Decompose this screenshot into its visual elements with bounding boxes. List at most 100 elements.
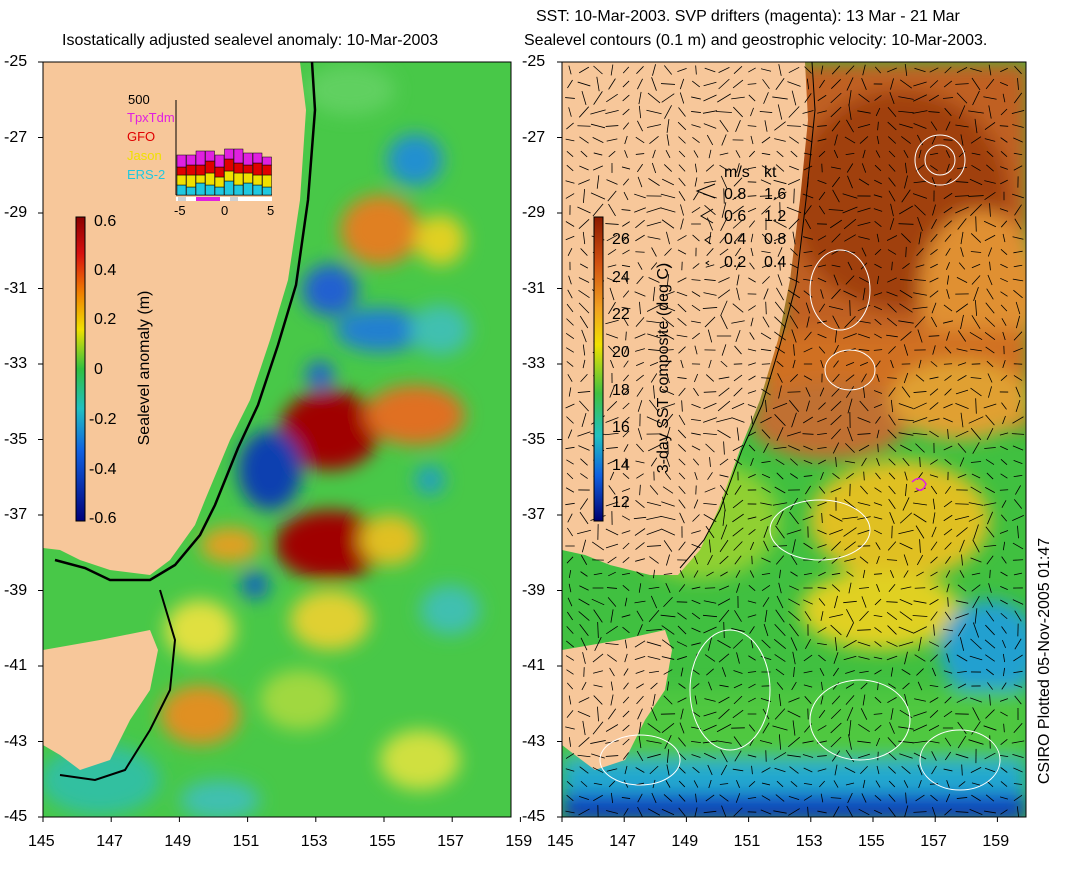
velocity-arrow [732, 527, 744, 537]
velocity-arrow [722, 496, 726, 512]
velocity-arrow [861, 78, 867, 90]
velocity-arrow [860, 708, 868, 720]
velocity-arrow [759, 740, 773, 744]
velocity-arrow [888, 414, 896, 426]
velocity-arrow [1012, 542, 1024, 550]
velocity-arrow [577, 710, 591, 718]
velocity-arrow [676, 334, 688, 338]
velocity-arrow [662, 486, 674, 494]
velocity-arrow [691, 530, 701, 534]
inset-pass-chart [175, 100, 272, 201]
velocity-arrow [608, 150, 616, 158]
velocity-arrow [898, 432, 914, 436]
inset-bar-segment [262, 174, 272, 188]
velocity-arrow [929, 388, 939, 396]
sealevel-colorbar [75, 216, 86, 522]
velocity-arrow [606, 447, 618, 449]
velocity-arrow [846, 571, 854, 577]
velocity-arrow [790, 473, 798, 479]
velocity-arrow [772, 502, 788, 506]
velocity-arrow [806, 400, 810, 412]
velocity-arrow [661, 639, 675, 649]
velocity-arrow [623, 191, 629, 201]
velocity-arrow [707, 554, 713, 566]
velocity-arrow [634, 528, 646, 536]
velocity-arrow [888, 498, 896, 510]
velocity-arrow [847, 261, 853, 271]
velocity-arrow [944, 66, 952, 74]
inset-xtick-0: 0 [221, 203, 229, 218]
velocity-arrow [830, 541, 842, 551]
velocity-arrow [731, 96, 745, 100]
velocity-arrow [660, 207, 676, 213]
velocity-arrow [857, 123, 871, 129]
velocity-arrow [637, 400, 643, 412]
velocity-arrow [565, 332, 575, 340]
velocity-arrow [844, 316, 856, 328]
velocity-arrow [678, 499, 686, 509]
velocity-arrow [1013, 460, 1023, 464]
velocity-arrow [989, 569, 991, 579]
velocity-arrow [761, 767, 771, 773]
velocity-arrow [568, 107, 572, 117]
velocity-arrow [943, 417, 953, 423]
velocity-arrow [1013, 264, 1023, 268]
velocity-arrow [1000, 291, 1008, 297]
y-tick-label: -43 [4, 732, 28, 750]
velocity-arrow [957, 362, 967, 366]
velocity-arrow [703, 123, 717, 129]
velocity-arrow [774, 301, 786, 315]
x-tick-label: 149 [164, 833, 192, 850]
velocity-arrow [750, 107, 754, 117]
velocity-arrow [932, 498, 936, 510]
velocity-arrow [829, 614, 843, 618]
inset-bar-segment [205, 160, 215, 174]
velocity-arrow [844, 499, 856, 509]
velocity-arrow [875, 737, 881, 747]
velocity-arrow [804, 331, 812, 341]
velocity-arrow [736, 427, 740, 441]
velocity-arrow [647, 333, 661, 339]
velocity-arrow [720, 217, 728, 231]
velocity-arrow [876, 765, 880, 775]
velocity-arrow [942, 320, 954, 324]
velocity-arrow [610, 792, 614, 804]
velocity-arrow [970, 67, 982, 73]
velocity-arrow [776, 360, 784, 368]
velocity-arrow [986, 780, 994, 788]
velocity-legend-header-kt: kt [764, 164, 777, 181]
velocity-arrow [898, 96, 914, 100]
right-panel-title-line1: SST: 10-Mar-2003. SVP drifters (magenta)… [536, 8, 960, 25]
velocity-arrow [635, 136, 645, 144]
velocity-arrow [929, 152, 939, 156]
velocity-arrow [651, 247, 657, 257]
velocity-arrow [861, 457, 867, 467]
velocity-arrow [579, 585, 589, 591]
velocity-arrow [732, 303, 744, 313]
velocity-arrow [694, 555, 698, 565]
velocity-arrow [634, 600, 646, 604]
velocity-arrow [707, 329, 713, 343]
velocity-arrow [1000, 586, 1008, 590]
velocity-arrow [734, 247, 742, 257]
velocity-arrow [845, 152, 855, 156]
velocity-arrow [622, 178, 630, 186]
velocity-arrow [648, 349, 660, 351]
velocity-arrow [890, 667, 894, 677]
velocity-arrow [971, 572, 981, 576]
velocity-arrow [677, 67, 687, 73]
velocity-arrow [876, 135, 880, 145]
velocity-arrow [846, 608, 854, 624]
velocity-arrow [887, 625, 897, 635]
velocity-arrow [623, 317, 629, 327]
velocity-arrow [887, 303, 897, 313]
velocity-arrow [931, 526, 937, 538]
velocity-arrow [1013, 289, 1023, 299]
velocity-arrow [622, 416, 630, 424]
velocity-arrow [606, 234, 618, 242]
velocity-arrow [578, 611, 590, 621]
velocity-arrow [567, 374, 573, 382]
velocity-arrow [648, 277, 660, 283]
velocity-arrow [1013, 152, 1023, 156]
velocity-arrow [886, 611, 898, 621]
